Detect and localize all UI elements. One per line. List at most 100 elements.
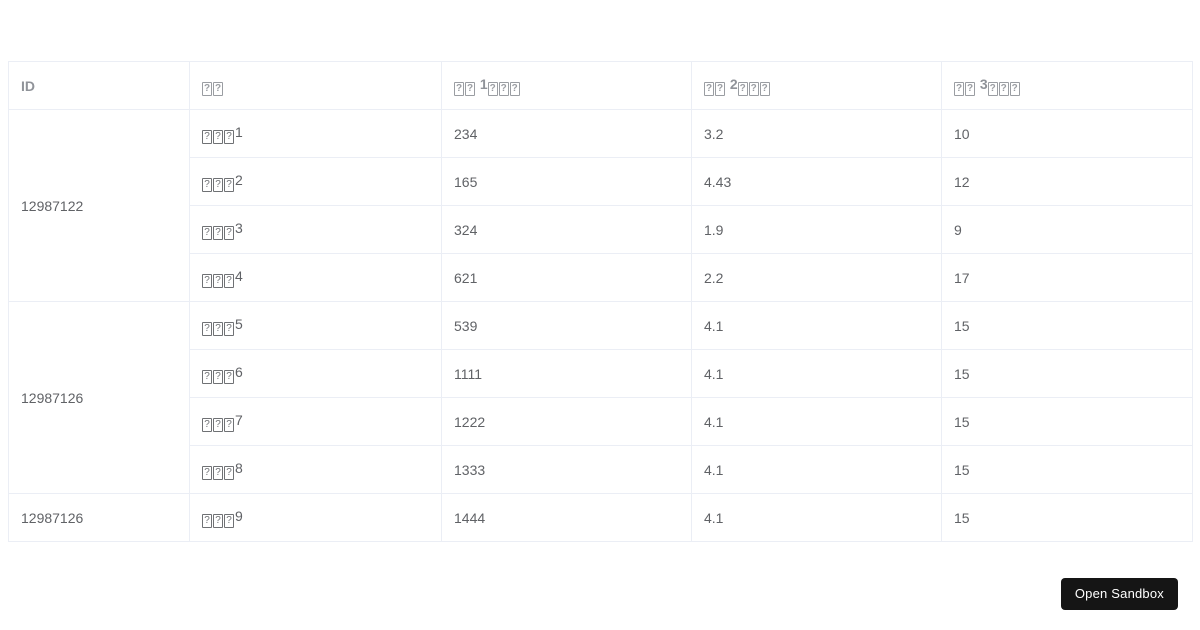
cell-name: ??? 8 (189, 445, 442, 494)
table-header: ID ?? ?? 1??? ?? 2??? ?? 3??? (8, 61, 1193, 110)
table-row: 12987126 ??? 9 1444 4.1 15 (8, 493, 1193, 542)
cell-value3: 15 (941, 301, 1193, 350)
table-body: 12987122 ??? 1 234 3.2 10 ??? 2 165 4.43 1… (8, 109, 1193, 542)
missing-glyph-box: ? (224, 273, 234, 288)
cell-value3: 9 (941, 205, 1193, 254)
missing-glyph-box: ? (213, 177, 223, 192)
data-table: ID ?? ?? 1??? ?? 2??? ?? 3??? 12987122 ?… (8, 61, 1193, 542)
missing-glyph-box: ? (759, 81, 770, 96)
missing-glyph-box: ? (704, 81, 714, 96)
table-row: ??? 7 1222 4.1 15 (9, 397, 1193, 446)
missing-glyph-box: ? (224, 177, 234, 192)
cell-value2: 4.1 (691, 301, 942, 350)
missing-glyph-box: ? (213, 369, 223, 384)
cell-value2: 4.1 (691, 349, 942, 398)
missing-glyph-box: ? (202, 513, 212, 528)
cell-value1: 1333 (441, 445, 692, 494)
missing-glyph-box: ? (213, 225, 223, 240)
missing-glyph-box: ? (224, 513, 234, 528)
missing-glyph-box: ? (954, 81, 964, 96)
missing-glyph-box: ? (202, 465, 212, 480)
cell-id: 12987126 (8, 301, 190, 494)
missing-glyph-box: ? (213, 81, 223, 96)
missing-glyph-box: ? (213, 129, 223, 144)
missing-glyph-box: ? (213, 513, 223, 528)
cell-value2: 2.2 (691, 253, 942, 302)
missing-glyph-box: ? (715, 81, 725, 96)
column-header-name: ?? (189, 61, 442, 110)
missing-glyph-box: ? (498, 81, 509, 96)
cell-value3: 15 (941, 397, 1193, 446)
cell-value2: 4.1 (691, 397, 942, 446)
cell-value1: 1222 (441, 397, 692, 446)
missing-glyph-box: ? (509, 81, 520, 96)
missing-glyph-box: ? (213, 321, 223, 336)
cell-value1: 539 (441, 301, 692, 350)
cell-value2: 3.2 (691, 109, 942, 158)
column-header-value2: ?? 2??? (691, 61, 942, 110)
cell-name: ??? 6 (189, 349, 442, 398)
cell-value2: 4.1 (691, 445, 942, 494)
missing-glyph-box: ? (202, 321, 212, 336)
cell-name: ??? 1 (189, 109, 442, 158)
missing-glyph-box: ? (998, 81, 1009, 96)
missing-glyph-box: ? (202, 81, 212, 96)
cell-name: ??? 2 (189, 157, 442, 206)
cell-name: ??? 3 (189, 205, 442, 254)
column-header-value1: ?? 1??? (441, 61, 692, 110)
missing-glyph-box: ? (1009, 81, 1020, 96)
cell-value3: 15 (941, 445, 1193, 494)
missing-glyph-box: ? (213, 465, 223, 480)
cell-value1: 234 (441, 109, 692, 158)
missing-glyph-box: ? (224, 225, 234, 240)
missing-glyph-box: ? (202, 225, 212, 240)
cell-value1: 1444 (441, 493, 692, 542)
header-row: ID ?? ?? 1??? ?? 2??? ?? 3??? (8, 61, 1193, 110)
missing-glyph-box: ? (487, 81, 498, 96)
missing-glyph-box: ? (465, 81, 475, 96)
table-row: 12987122 ??? 1 234 3.2 10 (8, 109, 1193, 302)
table-container: ID ?? ?? 1??? ?? 2??? ?? 3??? 12987122 ?… (8, 61, 1193, 542)
table-row: ??? 6 1111 4.1 15 (9, 349, 1193, 398)
table-row: ??? 3 324 1.9 9 (9, 205, 1193, 254)
missing-glyph-box: ? (737, 81, 748, 96)
missing-glyph-box: ? (202, 129, 212, 144)
table-row: 12987126 ??? 5 539 4.1 15 (8, 301, 1193, 494)
cell-value3: 15 (941, 349, 1193, 398)
cell-name: ??? 9 (189, 493, 442, 542)
missing-glyph-box: ? (965, 81, 975, 96)
cell-value2: 4.43 (691, 157, 942, 206)
cell-value3: 12 (941, 157, 1193, 206)
missing-glyph-box: ? (202, 369, 212, 384)
missing-glyph-box: ? (224, 417, 234, 432)
cell-value2: 1.9 (691, 205, 942, 254)
cell-value1: 1111 (441, 349, 692, 398)
cell-value1: 165 (441, 157, 692, 206)
missing-glyph-box: ? (224, 321, 234, 336)
cell-value3: 15 (941, 493, 1193, 542)
column-header-value3: ?? 3??? (941, 61, 1193, 110)
cell-value3: 17 (941, 253, 1193, 302)
missing-glyph-box: ? (987, 81, 998, 96)
missing-glyph-box: ? (213, 273, 223, 288)
cell-id: 12987126 (8, 493, 190, 542)
missing-glyph-box: ? (202, 417, 212, 432)
missing-glyph-box: ? (213, 417, 223, 432)
cell-id: 12987122 (8, 109, 190, 302)
cell-name: ??? 7 (189, 397, 442, 446)
column-header-id: ID (8, 61, 190, 110)
cell-value1: 621 (441, 253, 692, 302)
table-row: ??? 4 621 2.2 17 (9, 253, 1193, 302)
missing-glyph-box: ? (202, 177, 212, 192)
cell-value2: 4.1 (691, 493, 942, 542)
missing-glyph-box: ? (748, 81, 759, 96)
missing-glyph-box: ? (202, 273, 212, 288)
missing-glyph-box: ? (454, 81, 464, 96)
table-row: ??? 2 165 4.43 12 (9, 157, 1193, 206)
missing-glyph-box: ? (224, 129, 234, 144)
cell-name: ??? 4 (189, 253, 442, 302)
cell-value1: 324 (441, 205, 692, 254)
cell-name: ??? 5 (189, 301, 442, 350)
cell-value3: 10 (941, 109, 1193, 158)
open-sandbox-button[interactable]: Open Sandbox (1060, 578, 1178, 610)
